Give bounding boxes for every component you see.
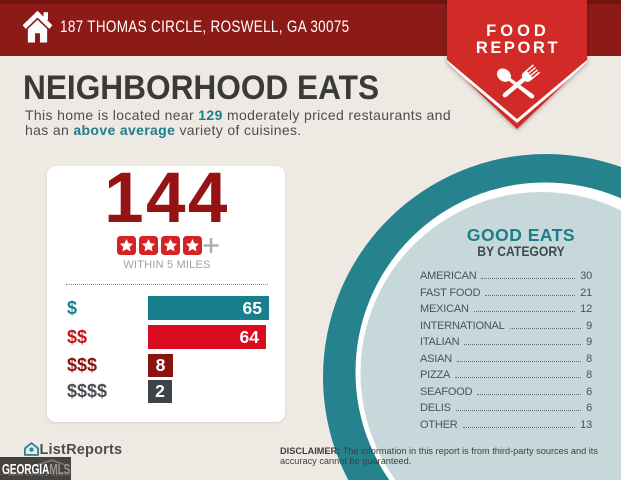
- svg-text:FOOD: FOOD: [486, 22, 550, 40]
- svg-text:REPORT: REPORT: [476, 39, 560, 57]
